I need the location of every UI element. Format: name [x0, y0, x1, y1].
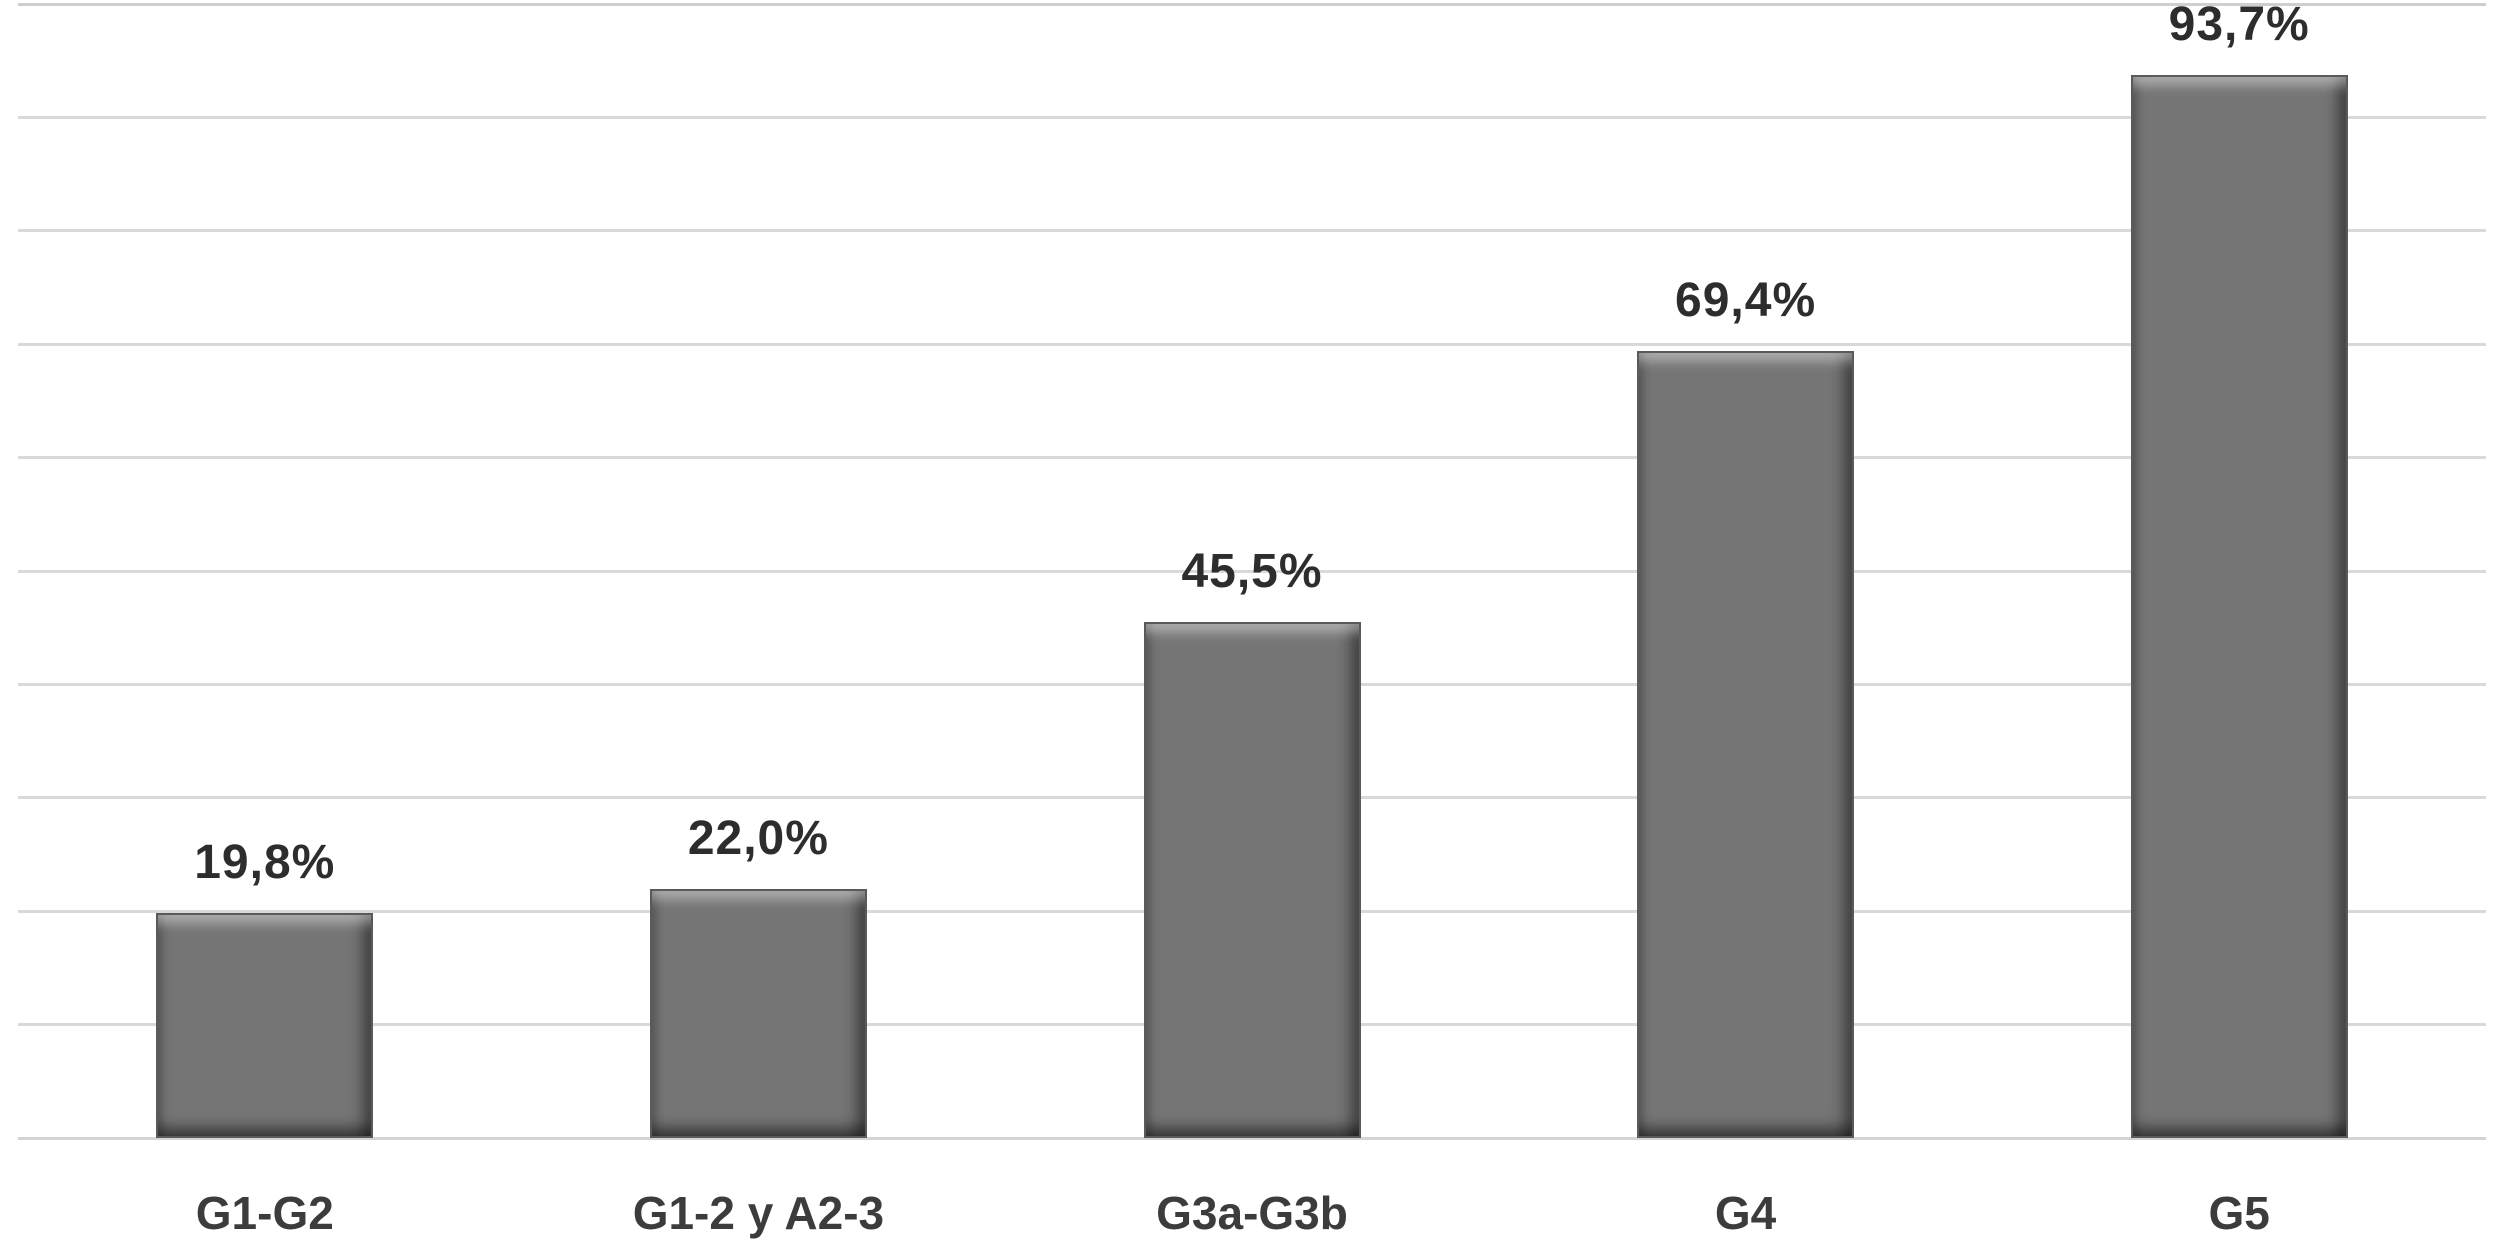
gridline [18, 2, 2486, 6]
gridline [18, 115, 2486, 119]
gridline [18, 229, 2486, 233]
bar [156, 913, 374, 1138]
gridline [18, 342, 2486, 346]
plot-area: 19,8% G1-G2 22,0% G1-2 y A2-3 45,5% G3a-G3b 69… [18, 0, 2486, 1236]
bar [1637, 351, 1855, 1138]
value-label: 22,0% [687, 811, 829, 865]
category-label: G3a-G3b [1156, 1187, 1348, 1239]
gridline [18, 569, 2486, 573]
category-label: G5 [2208, 1187, 2270, 1239]
x-axis-line [18, 1137, 2486, 1140]
bar [649, 888, 867, 1138]
category-label: G4 [1714, 1187, 1777, 1239]
value-label: 19,8% [194, 836, 336, 890]
value-label: 45,5% [1181, 545, 1323, 599]
category-label: G1-2 y A2-3 [632, 1187, 885, 1239]
gridline [18, 456, 2486, 460]
value-label: 93,7% [2168, 0, 2310, 52]
bar [1143, 622, 1361, 1138]
value-label: 69,4% [1675, 274, 1817, 328]
bar [2130, 75, 2348, 1138]
category-label: G1-G2 [195, 1187, 334, 1239]
